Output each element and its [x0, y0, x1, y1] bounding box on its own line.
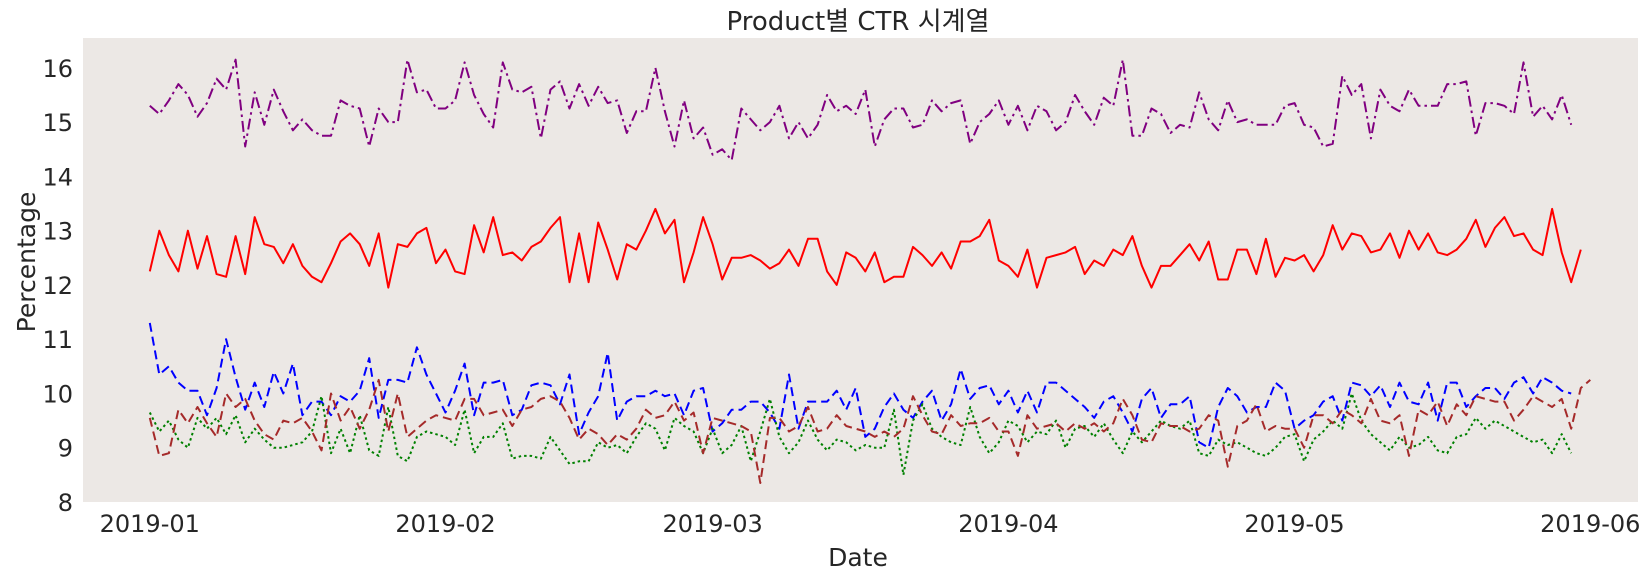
- x-axis-label: Date: [828, 543, 888, 572]
- y-axis-label: Percentage: [12, 192, 41, 333]
- y-tick-label: 11: [42, 326, 73, 354]
- x-tick-label: 2019-03: [662, 510, 762, 538]
- series-line-5: [148, 378, 1591, 484]
- y-axis: 8 9 10 11 12 13 14 15 16: [42, 55, 73, 517]
- series-line-2: [148, 207, 1582, 289]
- chart-title: Product별 CTR 시계열: [726, 7, 989, 37]
- plot-area: [83, 38, 1638, 502]
- x-tick-label: 2019-06: [1540, 510, 1640, 538]
- y-tick-label: 14: [42, 163, 73, 191]
- x-axis: 2019-01 2019-02 2019-03 2019-04 2019-05 2019-…: [100, 510, 1641, 538]
- y-tick-label: 9: [58, 435, 73, 463]
- series-line-1: [149, 58, 1573, 162]
- y-tick-label: 13: [42, 218, 73, 246]
- x-tick-label: 2019-04: [958, 510, 1058, 538]
- y-tick-label: 8: [58, 489, 73, 517]
- x-tick-label: 2019-01: [100, 510, 200, 538]
- y-tick-label: 10: [42, 380, 73, 408]
- x-tick-label: 2019-02: [395, 510, 495, 538]
- y-tick-label: 16: [42, 55, 73, 83]
- x-tick-label: 2019-05: [1244, 510, 1344, 538]
- series-layer: [148, 58, 1591, 484]
- series-line-3: [148, 322, 1572, 449]
- y-tick-label: 12: [42, 272, 73, 300]
- y-tick-label: 15: [42, 109, 73, 137]
